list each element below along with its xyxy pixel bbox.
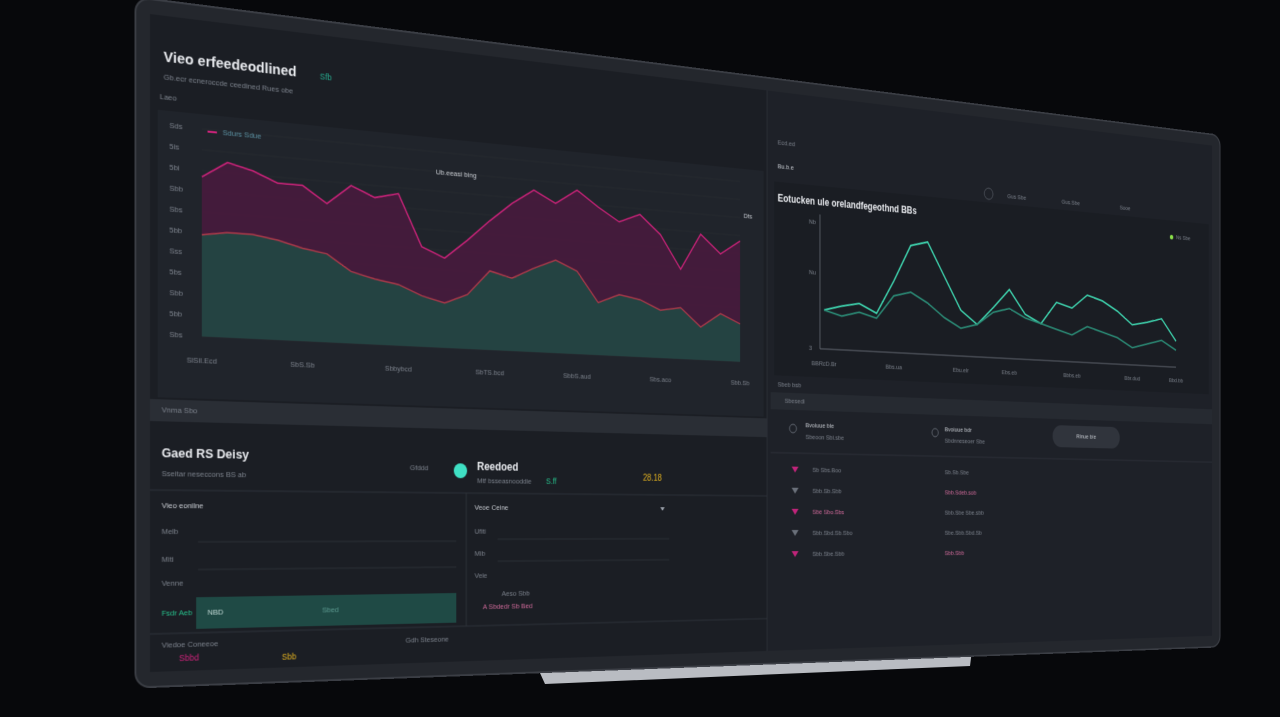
axis-note: Dts bbox=[744, 212, 753, 221]
row-text: Sbb.Sbd.Sb.Sbo bbox=[812, 529, 853, 537]
pill-label: Rlnue bie bbox=[1076, 433, 1096, 441]
y-tick-label: Sbb bbox=[169, 288, 183, 298]
card-title: Reedoed bbox=[477, 460, 518, 474]
button[interactable]: Gus.Sbe bbox=[1062, 198, 1081, 207]
side-alert: A Sbdedr Sb Bed bbox=[483, 602, 533, 611]
x-tick-label: Sbbybcd bbox=[385, 364, 412, 374]
x-tick-label: Sbs.aco bbox=[650, 375, 672, 384]
monitor: Vieo erfeedeodlined Sfb Gb.ecr ecneroccd… bbox=[134, 0, 1221, 689]
card-value: 28.18 bbox=[643, 473, 662, 483]
y-tick-label: Nb bbox=[809, 218, 816, 226]
y-tick-label: Sds bbox=[169, 121, 182, 131]
y-tick-label: 5bb bbox=[169, 225, 182, 235]
section-title: Gaed RS Deisy bbox=[162, 446, 250, 463]
x-tick-label: Bbd.bb bbox=[1169, 377, 1183, 385]
x-tick-label: SlSil.Ecd bbox=[187, 356, 217, 366]
side-row: Ufiti bbox=[475, 527, 487, 535]
search-label: Bvoiuue ble bbox=[805, 421, 834, 429]
search-label: Bvoiuue bdr bbox=[945, 426, 972, 434]
x-tick-label: Ebu.elr bbox=[953, 366, 969, 374]
x-tick-label: Bbs.ua bbox=[886, 363, 903, 371]
x-tick-label: Bbr.dud bbox=[1124, 375, 1140, 383]
input[interactable] bbox=[196, 593, 457, 629]
card-tag: S.ff bbox=[546, 477, 557, 486]
y-tick-label: Nu bbox=[809, 268, 816, 276]
row-text: Sbb.Sbe.Sbb bbox=[812, 550, 844, 558]
area-fill bbox=[201, 230, 741, 362]
screen: Vieo erfeedeodlined Sfb Gb.ecr ecneroccd… bbox=[150, 14, 1213, 672]
band-label: Sbesedi bbox=[785, 397, 805, 405]
legend-label: Sdurs Sdue bbox=[223, 128, 262, 141]
legend-swatch bbox=[208, 132, 217, 133]
right-header: Ecd.ed bbox=[778, 139, 795, 149]
footer-right: Gdh Steseone bbox=[406, 635, 450, 645]
footer-tag: Sbbd bbox=[179, 653, 199, 664]
x-tick-label: Bbbs.eb bbox=[1063, 372, 1081, 380]
y-tick-label: 5bb bbox=[169, 309, 182, 319]
input-hint: Sbed bbox=[322, 605, 339, 614]
footer-left: Viedoe Coneeoe bbox=[162, 639, 219, 650]
x-tick-label: Sbb.Sb bbox=[731, 379, 750, 388]
section-label: Laeo bbox=[160, 92, 178, 103]
row-list: Sb Sbs.Boo Sb.Sb.Sbe Sbb.Sb.Sbb Sbb.Sdeb.so… bbox=[791, 466, 984, 558]
y-tick-label: 5is bbox=[169, 142, 179, 152]
search-sub: Sbdnneseoer Sbe bbox=[945, 437, 986, 445]
button[interactable]: Gus Sbe bbox=[1007, 193, 1026, 202]
input-value: NBD bbox=[208, 608, 224, 617]
side-title: Veoe Ceine bbox=[475, 503, 509, 512]
y-tick-label: 5bi bbox=[169, 163, 179, 173]
y-tick-label: Sbb bbox=[169, 184, 183, 194]
row-label: Melb bbox=[162, 527, 179, 536]
band-label: Vnma Sbo bbox=[162, 405, 198, 415]
section-subtitle: Sseitar neseccons BS ab bbox=[162, 469, 247, 479]
x-tick-label: BBRcD.Br bbox=[812, 359, 837, 368]
side-row: Veie bbox=[475, 571, 488, 580]
footer-value: Sbb bbox=[282, 652, 297, 662]
side-row: Mib bbox=[475, 549, 486, 557]
side-note: Aeso Sbb bbox=[502, 589, 531, 598]
row-text: Sb Sbs.Boo bbox=[812, 466, 841, 474]
y-tick-label: 5bs bbox=[169, 267, 181, 277]
x-tick-label: Ebs.eb bbox=[1002, 369, 1018, 377]
card-subtitle: Mtf bsseasnooddie bbox=[477, 477, 532, 486]
row-text: Sbb.Sdeb.sob bbox=[945, 489, 977, 497]
y-tick-label: Sbs bbox=[169, 330, 182, 340]
row-text: Sbb.Sbe Sbe.sbb bbox=[945, 509, 984, 517]
badge: Sfb bbox=[320, 72, 332, 83]
row-label: Miti bbox=[162, 555, 174, 564]
row-text: Sb.Sb.Sbe bbox=[945, 469, 970, 477]
legend-note: Ns Sbe bbox=[1176, 234, 1191, 242]
y-tick-label: 3 bbox=[809, 344, 812, 352]
row-text: Sbb.Sbb bbox=[945, 549, 965, 556]
chart-title: Ub.eeasi bing bbox=[436, 168, 477, 180]
row-text: Sbe Sbo.Sbs bbox=[812, 508, 844, 516]
x-tick-label: SbS.Sb bbox=[290, 360, 315, 370]
tab[interactable]: Bu.b.e bbox=[778, 162, 795, 171]
muted-text: Gfddd bbox=[410, 463, 429, 472]
row-text: Sbb.Sb.Sbb bbox=[812, 487, 841, 495]
y-tick-label: Sbs bbox=[169, 205, 182, 215]
list-title: Vieo eonilne bbox=[162, 501, 205, 510]
button[interactable]: Sooe bbox=[1120, 204, 1131, 212]
x-tick-label: SbTS.bcd bbox=[475, 368, 504, 378]
x-tick-label: SbbS.aud bbox=[563, 372, 590, 381]
row-label: Venne bbox=[162, 579, 184, 588]
input-label: Fsdr Aeb bbox=[162, 608, 193, 618]
chart-panel bbox=[774, 181, 1209, 395]
y-tick-label: Sss bbox=[169, 246, 182, 256]
search-sub: Sbeoon Sbi.sbe bbox=[805, 433, 844, 442]
row-text: Sbe.Sbb.Sbd.Sb bbox=[945, 529, 983, 536]
section-label: Sbeb bsb bbox=[778, 381, 802, 390]
